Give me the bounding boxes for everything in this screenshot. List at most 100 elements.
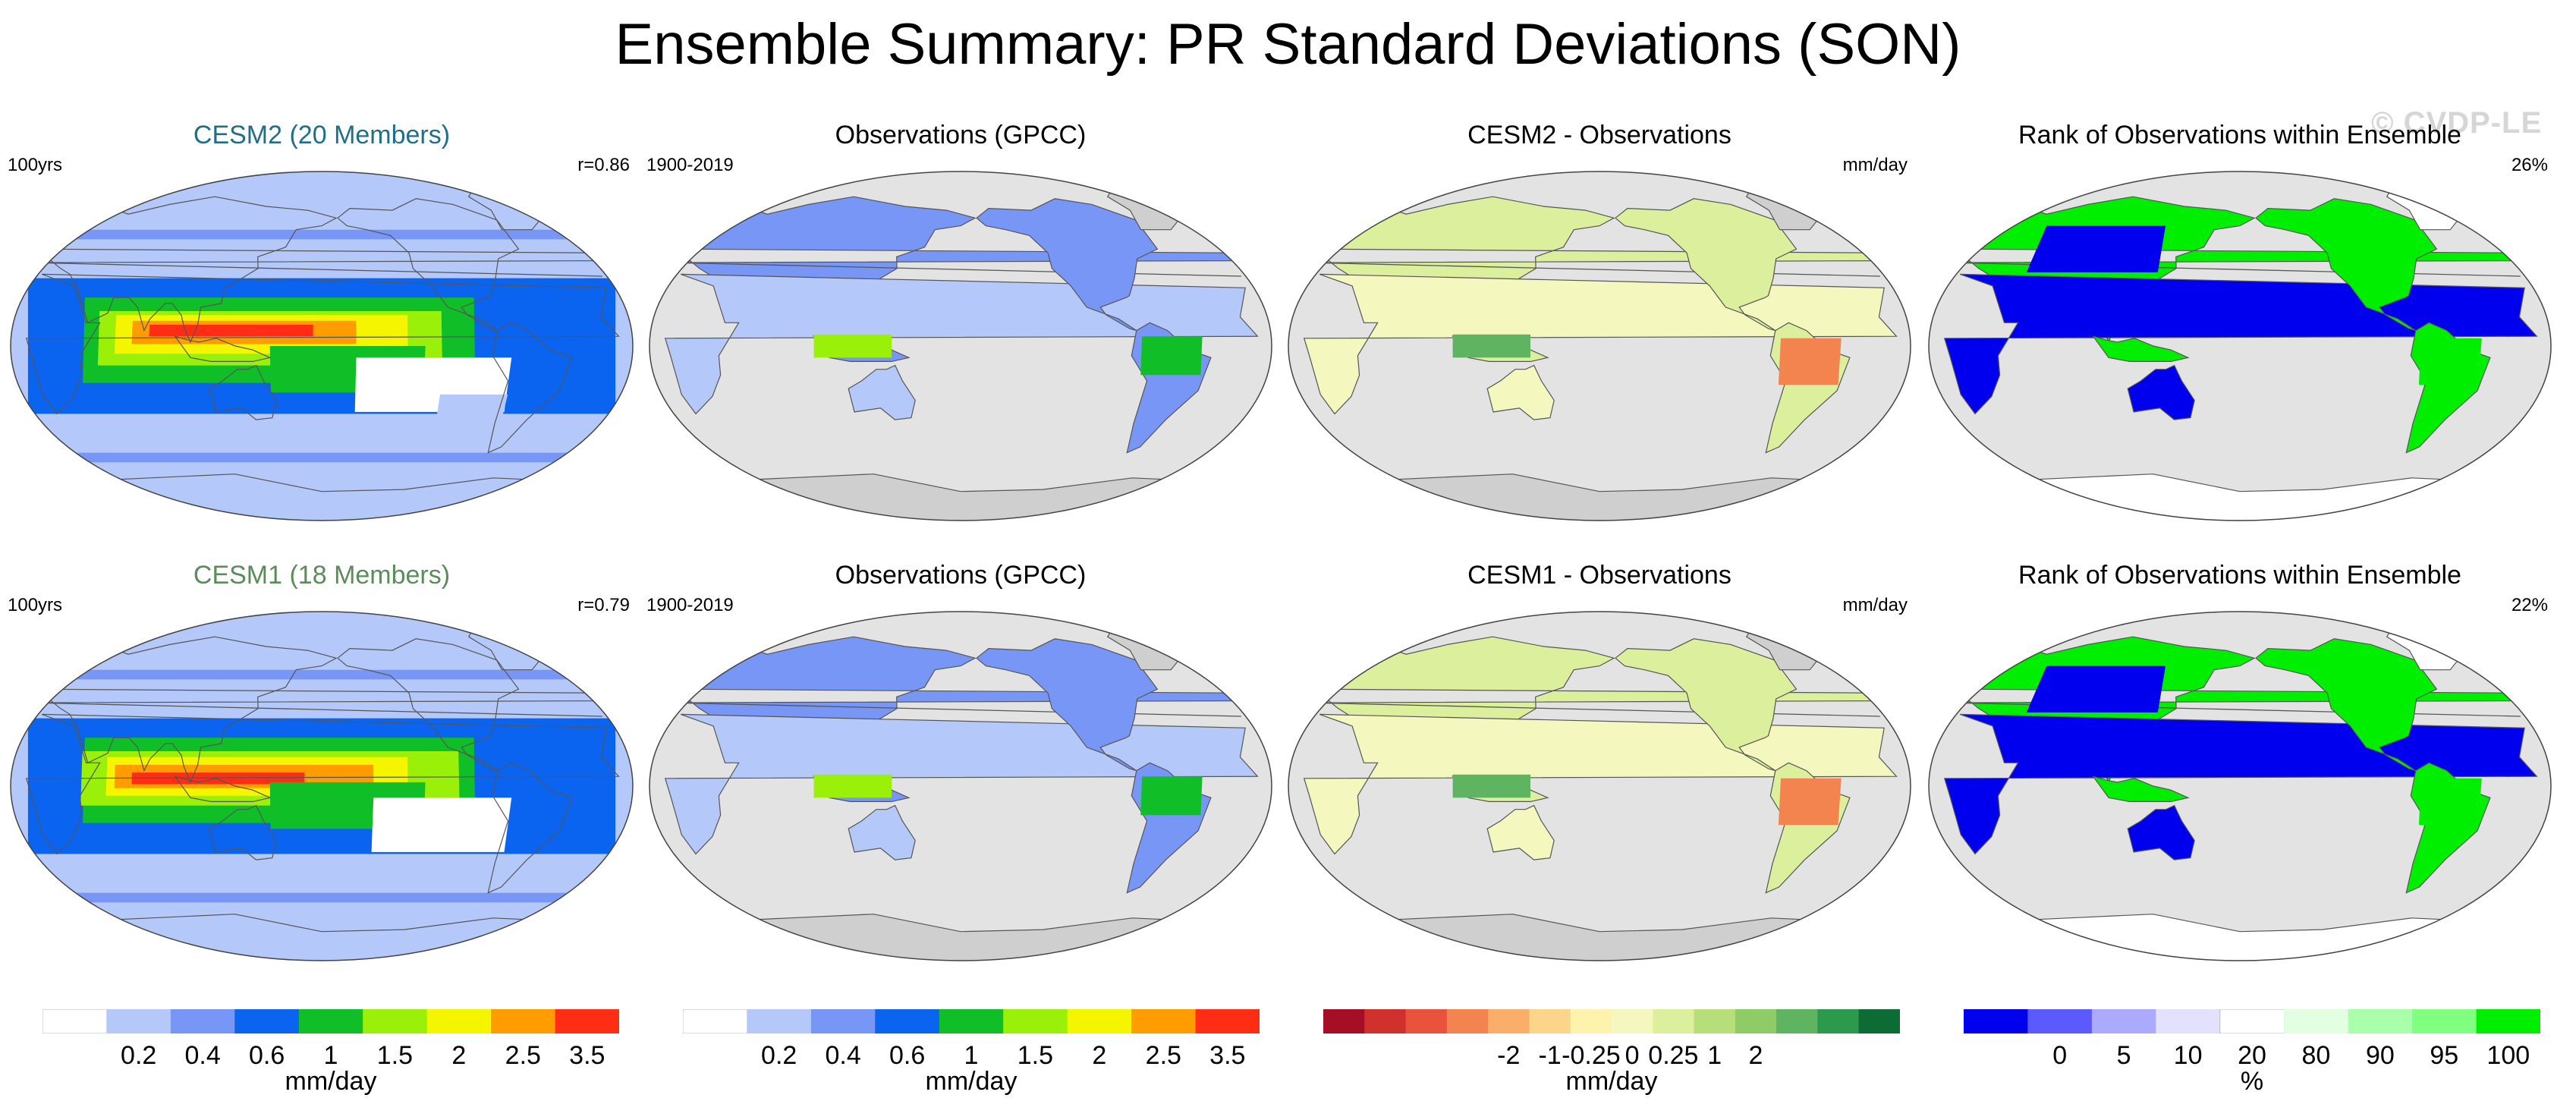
map-cesm2-sd [10, 171, 634, 521]
land-australia [209, 364, 277, 420]
land-australia [209, 804, 277, 860]
asia-rank [2026, 225, 2166, 272]
map-outline [10, 171, 634, 521]
map-obs-sd-2 [649, 611, 1272, 961]
maritime-sd [813, 774, 892, 798]
land-namerica [976, 198, 1159, 332]
period-label: 100yrs [8, 595, 63, 615]
colorbar-swatch [1694, 1009, 1736, 1033]
colorbar-swatch [106, 1009, 171, 1033]
map-outline [1928, 171, 2552, 521]
colorbar-tick-label: 5 [2116, 1041, 2131, 1070]
colorbar-units: mm/day [285, 1067, 377, 1096]
land-samerica [487, 322, 573, 454]
land-africa [664, 713, 1259, 855]
land-australia [1486, 804, 1555, 860]
amazon-diff [1778, 778, 1842, 826]
colorbar-swatch [1776, 1009, 1818, 1033]
colorbar-swatch [2284, 1009, 2349, 1033]
colorbar-tick-label: -1 [1538, 1041, 1562, 1070]
colorbar-tick-label: 1 [323, 1041, 338, 1070]
colorbar-swatch [491, 1009, 555, 1033]
colorbar-units: mm/day [1565, 1067, 1658, 1096]
colorbar-tick-label: 0 [2052, 1041, 2068, 1070]
panel-title: CESM1 (18 Members) [193, 561, 451, 590]
panel-cesm1-sd: CESM1 (18 Members) 100yrs r=0.79 [3, 560, 640, 961]
colorbar-units: % [2240, 1067, 2264, 1096]
colorbar-tick-label: 1.5 [376, 1041, 414, 1070]
amazon-sd [1140, 776, 1203, 816]
panel-title: Rank of Observations within Ensemble [2018, 121, 2461, 149]
colorbar-swatch [42, 1008, 108, 1034]
colorbar-tick-label: 2 [451, 1041, 467, 1070]
colorbar-swatch [2412, 1009, 2477, 1033]
panel-cesm2-diff: CESM2 - Observations mm/day [1281, 120, 1918, 521]
colorbar-sd-2: mm/day 0.2 0.4 0.6 1 1.5 2 2.5 3.5 [682, 1008, 1260, 1100]
colorbar-swatch [1735, 1009, 1777, 1033]
amazon-diff [1778, 338, 1842, 385]
colorbar-swatches [1964, 1008, 2541, 1034]
colorbar-tick-label: 10 [2173, 1041, 2203, 1070]
colorbar-diff: mm/day -2 -1 -0.25 0 0.25 1 2 [1323, 1009, 1901, 1100]
map-cesm2-diff [1288, 171, 1911, 521]
sd-contour-region [149, 324, 313, 337]
land-indonesia [2092, 776, 2190, 802]
colorbar-swatch [298, 1009, 363, 1033]
colorbar-sd-1: mm/day 0.2 0.4 0.6 1 1.5 2 2.5 3.5 [42, 1008, 620, 1100]
pattern-correlation: r=0.86 [577, 155, 630, 175]
land-indonesia [174, 335, 272, 362]
colorbar-swatches [1323, 1009, 1901, 1033]
panel-title: Rank of Observations within Ensemble [2018, 561, 2461, 590]
colorbar-swatch [747, 1009, 812, 1033]
colorbar-tick-label: 95 [2430, 1041, 2459, 1070]
sd-contour-region [24, 854, 620, 893]
land-antarctica [66, 914, 577, 961]
colorbar-tick-label: 3.5 [1209, 1041, 1246, 1070]
colorbar-tick-label: -2 [1497, 1041, 1521, 1070]
amazon-rank [2418, 338, 2482, 385]
panel-cesm1-diff: CESM1 - Observations mm/day [1281, 560, 1918, 961]
colorbar-swatch [1653, 1009, 1695, 1033]
colorbar-swatch [2091, 1009, 2156, 1033]
colorbar-tick-label: 1.5 [1017, 1041, 1054, 1070]
asia-rank [2026, 665, 2166, 713]
colorbar-tick-label: 0.4 [825, 1041, 861, 1070]
colorbar-tick-label: 0.6 [889, 1041, 926, 1070]
watermark: © CVDP-LE [2371, 106, 2543, 140]
maritime-sd [813, 334, 892, 358]
colorbar-swatches [42, 1008, 620, 1034]
period-label: 100yrs [8, 155, 63, 175]
land-namerica [1615, 638, 1798, 772]
sd-contour-region [24, 239, 620, 278]
panel-title: CESM2 (20 Members) [193, 121, 451, 149]
maritime-diff [1452, 334, 1530, 358]
land-africa [25, 713, 620, 855]
colorbar-units: mm/day [925, 1067, 1018, 1096]
colorbar-swatch [2476, 1009, 2541, 1033]
colorbar-swatch [1858, 1009, 1901, 1033]
colorbar-swatch [1364, 1009, 1407, 1033]
map-outline [1928, 611, 2552, 961]
map-cesm1-diff [1288, 611, 1911, 961]
land-indonesia [174, 776, 272, 802]
sd-contour-region [24, 679, 620, 719]
land-antarctica [66, 473, 577, 521]
land-samerica [487, 762, 573, 894]
land-australia [2127, 364, 2195, 420]
colorbar-rank: % 0 5 10 20 80 90 95 100 [1964, 1008, 2541, 1100]
amazon-sd [1140, 336, 1203, 376]
colorbar-swatch [363, 1009, 428, 1033]
main-title: Ensemble Summary: PR Standard Deviations… [615, 12, 1961, 77]
colorbar-swatch [234, 1009, 300, 1033]
period-label: 1900-2019 [646, 595, 734, 615]
map-cesm2-rank [1928, 171, 2552, 521]
colorbar-swatch [1405, 1009, 1448, 1033]
panel-cesm2-sd: CESM2 (20 Members) 100yrs r=0.86 [3, 120, 640, 521]
panel-title: Observations (GPCC) [835, 121, 1087, 149]
land-australia [848, 364, 916, 420]
map-outline [649, 611, 1272, 961]
colorbar-swatch [810, 1009, 876, 1033]
colorbar-tick-label: 2 [1748, 1041, 1763, 1070]
land-australia [1486, 364, 1555, 420]
pattern-correlation: r=0.79 [577, 595, 630, 615]
